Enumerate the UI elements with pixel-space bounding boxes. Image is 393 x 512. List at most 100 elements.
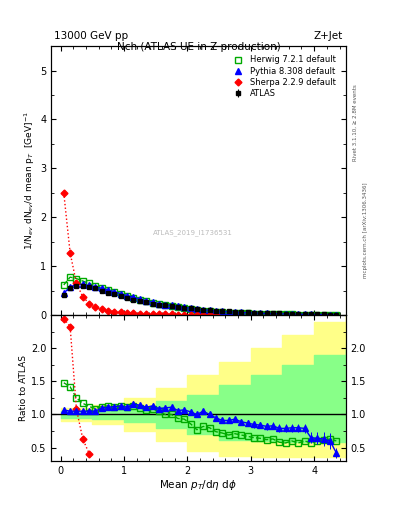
Pythia 8.308 default: [334, 312, 339, 318]
Sherpa 2.2.9 default: [213, 312, 218, 318]
Pythia 8.308 default: [226, 309, 231, 315]
Pythia 8.308 default: [144, 297, 149, 304]
Pythia 8.308 default: [68, 284, 72, 290]
Herwig 7.2.1 default: [252, 310, 256, 316]
Sherpa 2.2.9 default: [207, 312, 212, 318]
Herwig 7.2.1 default: [328, 312, 332, 318]
Pythia 8.308 default: [93, 284, 98, 290]
Herwig 7.2.1 default: [81, 278, 85, 284]
Herwig 7.2.1 default: [315, 312, 320, 318]
Herwig 7.2.1 default: [195, 307, 199, 313]
Pythia 8.308 default: [290, 311, 294, 317]
Pythia 8.308 default: [309, 311, 313, 317]
Herwig 7.2.1 default: [74, 275, 79, 282]
Pythia 8.308 default: [182, 304, 187, 310]
Pythia 8.308 default: [163, 302, 167, 308]
Legend: Herwig 7.2.1 default, Pythia 8.308 default, Sherpa 2.2.9 default, ATLAS: Herwig 7.2.1 default, Pythia 8.308 defau…: [226, 53, 339, 100]
Herwig 7.2.1 default: [296, 311, 301, 317]
Pythia 8.308 default: [296, 311, 301, 317]
Sherpa 2.2.9 default: [188, 312, 193, 318]
Herwig 7.2.1 default: [169, 304, 174, 310]
Pythia 8.308 default: [201, 307, 206, 313]
Herwig 7.2.1 default: [106, 287, 110, 293]
Pythia 8.308 default: [252, 310, 256, 316]
Sherpa 2.2.9 default: [93, 304, 98, 310]
Pythia 8.308 default: [87, 282, 92, 288]
Herwig 7.2.1 default: [201, 308, 206, 314]
Pythia 8.308 default: [321, 311, 326, 317]
Pythia 8.308 default: [220, 308, 224, 314]
Pythia 8.308 default: [239, 309, 244, 315]
Pythia 8.308 default: [99, 285, 104, 291]
Sherpa 2.2.9 default: [201, 312, 206, 318]
Pythia 8.308 default: [277, 311, 282, 317]
Herwig 7.2.1 default: [258, 311, 263, 317]
Line: Pythia 8.308 default: Pythia 8.308 default: [61, 282, 339, 317]
Pythia 8.308 default: [81, 282, 85, 288]
Pythia 8.308 default: [258, 310, 263, 316]
Sherpa 2.2.9 default: [81, 293, 85, 300]
Pythia 8.308 default: [302, 311, 307, 317]
Pythia 8.308 default: [328, 312, 332, 318]
Pythia 8.308 default: [315, 311, 320, 317]
Y-axis label: Ratio to ATLAS: Ratio to ATLAS: [19, 355, 28, 421]
Sherpa 2.2.9 default: [61, 190, 66, 196]
Sherpa 2.2.9 default: [182, 312, 187, 318]
X-axis label: Mean $p_T$/d$\eta$ d$\phi$: Mean $p_T$/d$\eta$ d$\phi$: [160, 478, 237, 493]
Sherpa 2.2.9 default: [68, 249, 72, 255]
Y-axis label: 1/N$_{ev}$ dN$_{ev}$/d mean p$_T$  [GeV]$^{-1}$: 1/N$_{ev}$ dN$_{ev}$/d mean p$_T$ [GeV]$…: [23, 111, 37, 250]
Sherpa 2.2.9 default: [156, 311, 161, 317]
Sherpa 2.2.9 default: [87, 301, 92, 307]
Pythia 8.308 default: [112, 289, 117, 295]
Sherpa 2.2.9 default: [125, 310, 130, 316]
Herwig 7.2.1 default: [213, 309, 218, 315]
Sherpa 2.2.9 default: [169, 311, 174, 317]
Text: Rivet 3.1.10, ≥ 2.8M events: Rivet 3.1.10, ≥ 2.8M events: [353, 84, 358, 161]
Sherpa 2.2.9 default: [163, 311, 167, 317]
Sherpa 2.2.9 default: [99, 306, 104, 312]
Pythia 8.308 default: [207, 307, 212, 313]
Herwig 7.2.1 default: [112, 289, 117, 295]
Herwig 7.2.1 default: [188, 306, 193, 312]
Sherpa 2.2.9 default: [112, 309, 117, 315]
Line: Herwig 7.2.1 default: Herwig 7.2.1 default: [61, 274, 339, 317]
Herwig 7.2.1 default: [87, 281, 92, 287]
Herwig 7.2.1 default: [239, 310, 244, 316]
Pythia 8.308 default: [213, 308, 218, 314]
Sherpa 2.2.9 default: [118, 309, 123, 315]
Herwig 7.2.1 default: [220, 309, 224, 315]
Herwig 7.2.1 default: [309, 312, 313, 318]
Pythia 8.308 default: [169, 303, 174, 309]
Pythia 8.308 default: [61, 290, 66, 296]
Herwig 7.2.1 default: [182, 305, 187, 311]
Pythia 8.308 default: [138, 296, 142, 302]
Sherpa 2.2.9 default: [144, 311, 149, 317]
Pythia 8.308 default: [271, 311, 275, 317]
Herwig 7.2.1 default: [99, 285, 104, 291]
Pythia 8.308 default: [150, 299, 155, 305]
Herwig 7.2.1 default: [118, 291, 123, 297]
Pythia 8.308 default: [283, 311, 288, 317]
Herwig 7.2.1 default: [150, 300, 155, 306]
Herwig 7.2.1 default: [61, 282, 66, 288]
Pythia 8.308 default: [176, 304, 180, 310]
Pythia 8.308 default: [188, 305, 193, 311]
Pythia 8.308 default: [118, 291, 123, 297]
Herwig 7.2.1 default: [125, 293, 130, 299]
Pythia 8.308 default: [106, 287, 110, 293]
Pythia 8.308 default: [195, 306, 199, 312]
Herwig 7.2.1 default: [144, 298, 149, 304]
Pythia 8.308 default: [245, 310, 250, 316]
Herwig 7.2.1 default: [226, 310, 231, 316]
Herwig 7.2.1 default: [334, 312, 339, 318]
Herwig 7.2.1 default: [321, 312, 326, 318]
Herwig 7.2.1 default: [290, 311, 294, 317]
Herwig 7.2.1 default: [245, 310, 250, 316]
Herwig 7.2.1 default: [156, 301, 161, 307]
Herwig 7.2.1 default: [207, 308, 212, 314]
Herwig 7.2.1 default: [131, 294, 136, 301]
Pythia 8.308 default: [74, 282, 79, 288]
Pythia 8.308 default: [264, 310, 269, 316]
Text: 13000 GeV pp: 13000 GeV pp: [54, 31, 128, 40]
Herwig 7.2.1 default: [138, 296, 142, 303]
